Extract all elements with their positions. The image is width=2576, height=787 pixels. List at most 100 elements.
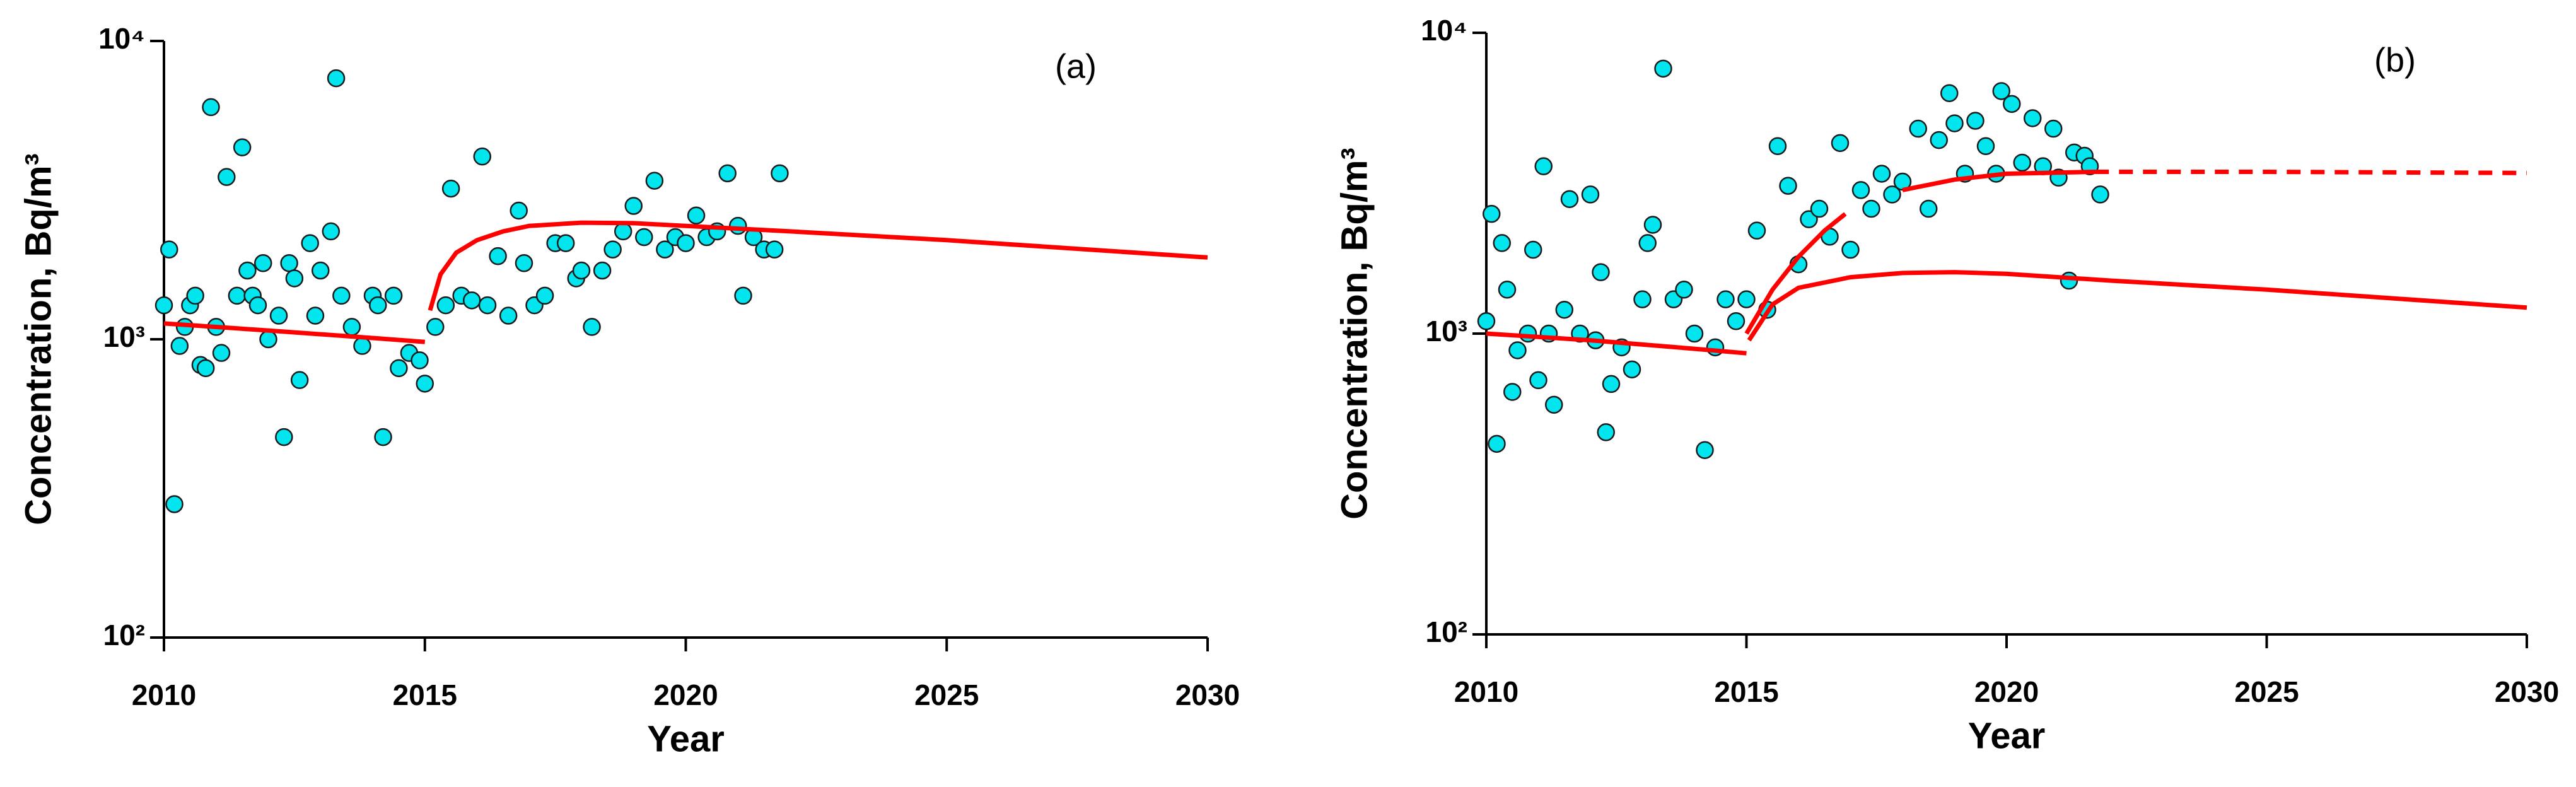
data-point: [1779, 177, 1797, 195]
data-point: [515, 254, 533, 272]
y-tick-label: 10⁴: [1421, 14, 1467, 47]
data-point: [1483, 204, 1501, 223]
data-point: [1488, 434, 1506, 453]
data-point: [1685, 324, 1704, 343]
data-point: [165, 495, 184, 513]
data-point: [593, 261, 612, 280]
panel-label: (b): [2374, 41, 2416, 79]
x-axis-title: Year: [1968, 715, 2046, 756]
data-point: [259, 330, 277, 349]
data-point: [196, 359, 215, 378]
data-point: [462, 291, 481, 310]
data-point: [1966, 112, 1984, 130]
data-point: [624, 197, 643, 215]
y-tick-label: 10²: [103, 619, 145, 651]
data-point: [154, 296, 173, 315]
data-point: [1498, 281, 1517, 299]
data-point: [1638, 234, 1657, 252]
data-point: [2060, 271, 2078, 290]
data-point: [390, 359, 408, 378]
data-point: [1930, 131, 1948, 149]
data-point: [280, 254, 298, 272]
data-point: [1503, 383, 1522, 401]
data-point: [384, 286, 403, 305]
data-point: [499, 306, 518, 325]
data-point: [1560, 190, 1579, 208]
data-point: [269, 306, 288, 325]
data-point: [473, 147, 492, 166]
data-point: [1945, 114, 1964, 132]
y-tick-label: 10⁴: [98, 22, 145, 55]
data-point: [170, 337, 189, 355]
data-point: [734, 286, 752, 305]
y-axis-title: Concentration, Bq/m³: [1334, 148, 1375, 520]
data-point: [374, 428, 392, 446]
data-point: [426, 318, 445, 336]
data-point: [160, 240, 178, 259]
x-tick-label: 2025: [2234, 675, 2299, 708]
data-point: [1555, 300, 1573, 319]
data-point: [1862, 199, 1880, 218]
fit-line: [1744, 170, 2095, 335]
y-tick-label: 10³: [1426, 315, 1467, 347]
data-point: [1654, 59, 1672, 78]
data-point: [2003, 95, 2021, 114]
data-point: [290, 371, 309, 389]
data-point: [1592, 263, 1610, 281]
data-point: [1623, 360, 1641, 379]
data-point: [1643, 216, 1662, 234]
data-point: [2091, 185, 2109, 204]
data-point: [369, 296, 387, 315]
data-point: [1747, 221, 1766, 240]
data-point: [510, 201, 528, 220]
data-point: [233, 138, 252, 156]
data-point: [1508, 341, 1527, 359]
data-point: [656, 240, 674, 259]
data-point: [218, 168, 236, 186]
data-point: [1633, 290, 1652, 308]
data-point: [2013, 153, 2031, 172]
data-point: [248, 296, 267, 315]
data-point: [411, 351, 429, 370]
data-point: [1976, 137, 1995, 155]
data-point: [614, 222, 632, 241]
data-point: [1493, 234, 1511, 252]
data-point: [687, 206, 706, 224]
data-point: [1545, 395, 1563, 414]
data-point: [1602, 375, 1621, 394]
data-point: [275, 428, 293, 446]
data-point: [285, 269, 304, 288]
data-point: [489, 247, 507, 265]
data-point: [583, 318, 601, 336]
data-point: [416, 375, 434, 393]
data-point: [1727, 312, 1746, 330]
data-point: [1524, 240, 1542, 259]
data-point: [2024, 109, 2042, 127]
data-point: [1529, 371, 1547, 390]
data-point: [1831, 134, 1850, 153]
fit-line: [1486, 270, 2527, 356]
x-tick-label: 2010: [132, 679, 196, 711]
data-point: [2044, 119, 2063, 138]
x-axis-title: Year: [647, 718, 725, 759]
data-point: [332, 286, 351, 305]
data-point: [1477, 312, 1496, 330]
data-point: [771, 164, 789, 183]
fit-line: [2095, 170, 2527, 175]
data-point: [1581, 185, 1600, 204]
data-point: [202, 98, 220, 117]
fit-line: [163, 220, 1208, 344]
data-point: [254, 254, 272, 272]
data-point: [436, 296, 455, 315]
y-tick-label: 10²: [1426, 615, 1467, 648]
x-tick-label: 2020: [653, 679, 718, 711]
data-point: [645, 172, 664, 190]
data-point: [1909, 119, 1927, 138]
data-point: [572, 261, 591, 280]
data-point: [1716, 290, 1735, 308]
data-point: [729, 216, 747, 235]
data-point: [238, 261, 257, 280]
data-point: [635, 228, 653, 247]
data-point: [556, 234, 575, 252]
